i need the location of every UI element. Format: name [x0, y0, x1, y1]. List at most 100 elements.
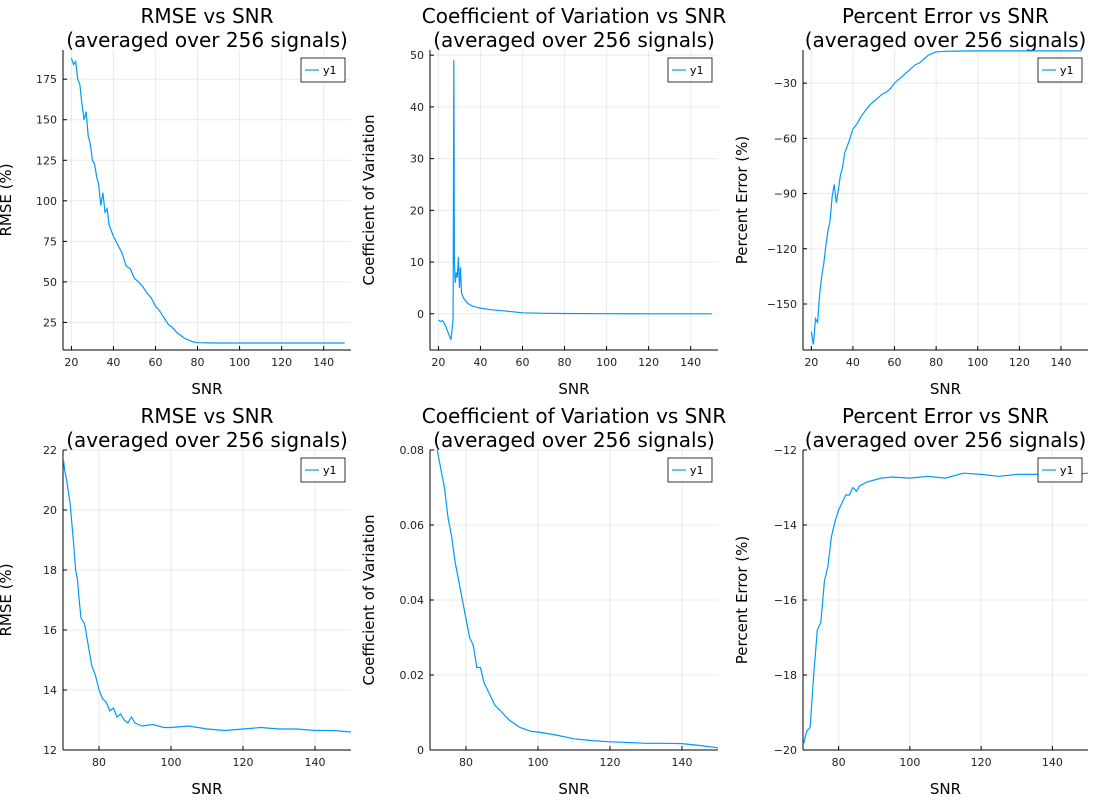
y-axis-label: Coefficient of Variation [360, 115, 378, 286]
chart-panel-3: 20 40 60 80 100 120 140 −30 −60 −90 −120 −150 Percen… [733, 4, 1088, 398]
chart-title-line-2: (averaged over 256 signals) [66, 28, 348, 52]
y-axis-label: Percent Error (%) [733, 136, 751, 265]
y-tick-label: 0.08 [400, 444, 425, 457]
y-tick-label: −30 [774, 77, 797, 90]
x-tick-label: 100 [161, 756, 182, 769]
y-tick-label: 20 [43, 504, 57, 517]
y-tick-label: 18 [43, 564, 57, 577]
chart-panel-1: 20 40 60 80 100 120 140 25 50 75 100 125 150 175 RMSE … [0, 4, 351, 398]
y-tick-label: 12 [43, 744, 57, 757]
chart-panel-5: 80 100 120 140 0 0.02 0.04 0.06 0.08 Coefficient … [360, 404, 726, 798]
y-tick-label: −90 [774, 188, 797, 201]
y-tick-label: 0.06 [400, 519, 425, 532]
x-tick-label: 100 [899, 756, 920, 769]
legend-label: y1 [1060, 464, 1074, 477]
y-tick-label: −12 [774, 444, 797, 457]
x-tick-label: 60 [148, 356, 162, 369]
y-tick-label: 150 [36, 114, 57, 127]
y-tick-label: −16 [774, 594, 797, 607]
legend-label: y1 [690, 64, 704, 77]
legend: y1 [300, 57, 346, 83]
x-tick-label: 140 [305, 756, 326, 769]
y-tick-label: −120 [767, 243, 797, 256]
y-tick-label: 100 [36, 195, 57, 208]
y-axis-label: Percent Error (%) [733, 536, 751, 665]
legend-label: y1 [323, 464, 337, 477]
x-tick-label: 120 [1009, 356, 1030, 369]
legend: y1 [667, 457, 713, 483]
x-tick-label: 80 [832, 756, 846, 769]
x-tick-label: 60 [888, 356, 902, 369]
y-tick-label: −150 [767, 298, 797, 311]
legend: y1 [1037, 57, 1083, 83]
legend: y1 [1037, 457, 1083, 483]
series-line-y1 [63, 455, 351, 733]
x-tick-label: 140 [672, 756, 693, 769]
series-line-y1 [803, 472, 1088, 747]
y-tick-label: 16 [43, 624, 57, 637]
x-tick-label: 80 [191, 356, 205, 369]
legend-label: y1 [690, 464, 704, 477]
y-tick-label: 0.02 [400, 669, 425, 682]
y-tick-label: 175 [36, 73, 57, 86]
y-tick-label: −60 [774, 132, 797, 145]
x-tick-label: 40 [106, 356, 120, 369]
y-tick-label: 0 [417, 308, 424, 321]
legend: y1 [300, 457, 346, 483]
legend: y1 [667, 57, 713, 83]
y-tick-label: 75 [43, 235, 57, 248]
x-tick-label: 140 [680, 356, 701, 369]
y-tick-label: 30 [410, 153, 424, 166]
x-tick-label: 80 [558, 356, 572, 369]
y-tick-label: 20 [410, 204, 424, 217]
x-tick-label: 120 [971, 756, 992, 769]
chart-title-line-1: Percent Error vs SNR [842, 404, 1049, 428]
y-tick-label: 14 [43, 684, 57, 697]
x-tick-label: 100 [967, 356, 988, 369]
x-tick-label: 120 [600, 756, 621, 769]
series-line-y1 [436, 450, 718, 749]
series-line-y1 [70, 57, 345, 344]
chart-title-line-2: (averaged over 256 signals) [433, 428, 715, 452]
y-tick-label: 50 [43, 276, 57, 289]
chart-title-line-1: RMSE vs SNR [140, 404, 273, 428]
x-axis-label: SNR [191, 380, 222, 398]
x-tick-label: 40 [846, 356, 860, 369]
series-line-y1 [810, 50, 1082, 345]
chart-title-line-1: RMSE vs SNR [140, 4, 273, 28]
chart-title-line-1: Coefficient of Variation vs SNR [422, 404, 727, 428]
x-tick-label: 140 [1050, 356, 1071, 369]
y-tick-label: 50 [410, 49, 424, 62]
chart-panel-6: 80 100 120 140 −20 −18 −16 −14 −12 Percent Error … [733, 404, 1088, 798]
x-tick-label: 140 [313, 356, 334, 369]
y-axis-label: RMSE (%) [0, 563, 15, 636]
x-axis-label: SNR [191, 780, 222, 798]
chart-title-line-2: (averaged over 256 signals) [805, 28, 1087, 52]
x-tick-label: 100 [528, 756, 549, 769]
chart-title-line-2: (averaged over 256 signals) [805, 428, 1087, 452]
x-tick-label: 80 [459, 756, 473, 769]
x-tick-label: 20 [431, 356, 445, 369]
chart-title-line-2: (averaged over 256 signals) [66, 428, 348, 452]
x-axis-label: SNR [930, 780, 961, 798]
chart-panel-2: 20 40 60 80 100 120 140 0 10 20 30 40 50 Coefficient … [360, 4, 726, 398]
chart-panel-4: 80 100 120 140 12 14 16 18 20 22 RMSE vs SNR(avera… [0, 404, 351, 798]
y-tick-label: −18 [774, 669, 797, 682]
y-tick-label: −20 [774, 744, 797, 757]
x-tick-label: 100 [229, 356, 250, 369]
x-axis-label: SNR [930, 380, 961, 398]
x-tick-label: 40 [473, 356, 487, 369]
chart-title-line-1: Coefficient of Variation vs SNR [422, 4, 727, 28]
x-axis-label: SNR [558, 380, 589, 398]
y-tick-label: 0 [417, 744, 424, 757]
legend-label: y1 [1060, 64, 1074, 77]
x-axis-label: SNR [558, 780, 589, 798]
x-tick-label: 60 [515, 356, 529, 369]
chart-title-line-1: Percent Error vs SNR [842, 4, 1049, 28]
x-tick-label: 80 [92, 756, 106, 769]
y-tick-label: 0.04 [400, 594, 425, 607]
y-tick-label: 125 [36, 154, 57, 167]
x-tick-label: 100 [596, 356, 617, 369]
legend-label: y1 [323, 64, 337, 77]
